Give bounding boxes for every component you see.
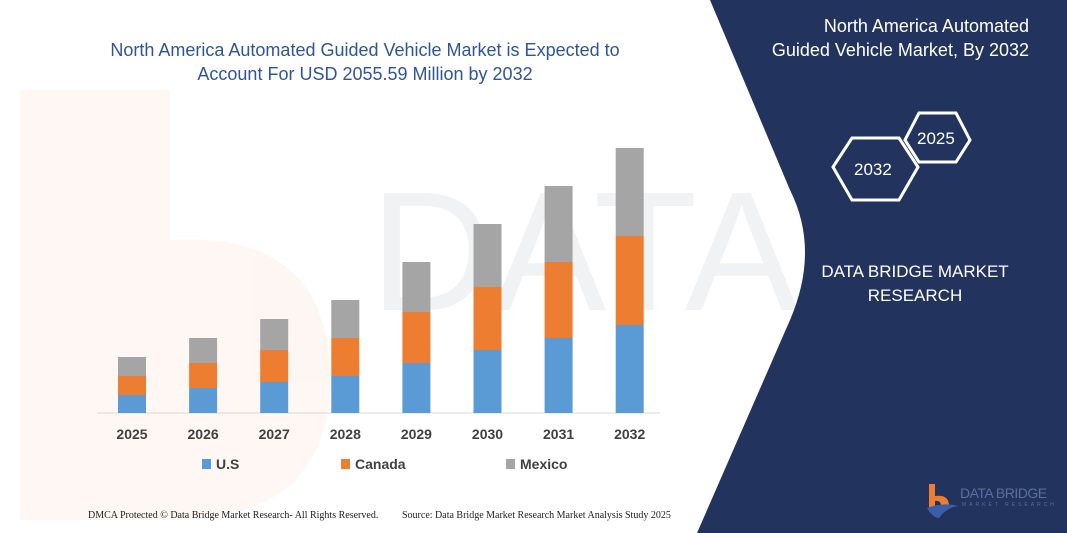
bar-canada-2028 bbox=[331, 338, 360, 376]
legend-item-mexico: Mexico bbox=[506, 456, 567, 472]
bar-canada-2025 bbox=[118, 376, 146, 395]
legend-swatch bbox=[341, 459, 350, 469]
bar-mexico-2031 bbox=[544, 186, 573, 262]
bar-us-2028 bbox=[331, 376, 360, 413]
hexagon-2032 bbox=[831, 136, 920, 202]
x-tick-label: 2030 bbox=[471, 426, 504, 442]
x-tick-label: 2031 bbox=[543, 426, 575, 442]
footer-copyright: DMCA Protected © Data Bridge Market Rese… bbox=[88, 510, 379, 521]
x-tick-label: 2027 bbox=[258, 426, 290, 442]
bar-us-2032 bbox=[615, 325, 644, 413]
logo-subtext: MARKET RESEARCH bbox=[962, 502, 1057, 508]
legend-item-us: U.S bbox=[202, 456, 239, 472]
legend-swatch bbox=[202, 459, 211, 469]
bar-canada-2029 bbox=[402, 312, 431, 363]
bar-canada-2031 bbox=[544, 262, 573, 338]
bar-mexico-2029 bbox=[402, 262, 431, 312]
legend-label: U.S bbox=[216, 456, 240, 472]
bars bbox=[118, 148, 644, 413]
bar-us-2030 bbox=[473, 350, 502, 413]
bar-mexico-2025 bbox=[118, 357, 146, 376]
hexagon-2025 bbox=[903, 111, 972, 164]
legend-label: Canada bbox=[355, 456, 406, 472]
x-tick-label: 2025 bbox=[116, 426, 148, 442]
x-tick-label: 2028 bbox=[329, 426, 361, 442]
legend-item-canada: Canada bbox=[341, 456, 406, 472]
bar-us-2031 bbox=[544, 338, 573, 413]
bar-mexico-2027 bbox=[260, 319, 289, 350]
bar-us-2027 bbox=[260, 382, 289, 413]
bar-mexico-2026 bbox=[189, 338, 218, 363]
footer-source: Source: Data Bridge Market Research Mark… bbox=[402, 510, 671, 521]
hex-label-2025: 2025 bbox=[917, 129, 955, 148]
x-tick-label: 2029 bbox=[400, 426, 432, 442]
bar-mexico-2030 bbox=[473, 224, 502, 287]
x-tick-label: 2026 bbox=[187, 426, 219, 442]
legend-swatch bbox=[506, 459, 515, 469]
bar-canada-2032 bbox=[615, 236, 644, 325]
legend-label: Mexico bbox=[520, 456, 568, 472]
bar-mexico-2032 bbox=[615, 148, 644, 236]
brand-name: DATA BRIDGE MARKET RESEARCH bbox=[821, 262, 1009, 305]
bar-mexico-2028 bbox=[331, 300, 360, 338]
bar-us-2026 bbox=[189, 388, 218, 413]
hex-label-2032: 2032 bbox=[854, 160, 892, 179]
bar-canada-2026 bbox=[189, 363, 218, 388]
bar-canada-2030 bbox=[473, 287, 502, 350]
bar-us-2029 bbox=[402, 363, 431, 413]
logo-text: DATA BRIDGE bbox=[960, 485, 1047, 501]
side-panel-title: North America Automated Guided Vehicle M… bbox=[771, 16, 1029, 60]
side-panel bbox=[697, 0, 1067, 533]
chart-title: North America Automated Guided Vehicle M… bbox=[110, 40, 620, 84]
bar-canada-2027 bbox=[260, 350, 289, 382]
x-tick-label: 2032 bbox=[614, 426, 646, 442]
bar-us-2025 bbox=[118, 395, 146, 413]
data-bridge-logo-icon bbox=[927, 484, 959, 518]
